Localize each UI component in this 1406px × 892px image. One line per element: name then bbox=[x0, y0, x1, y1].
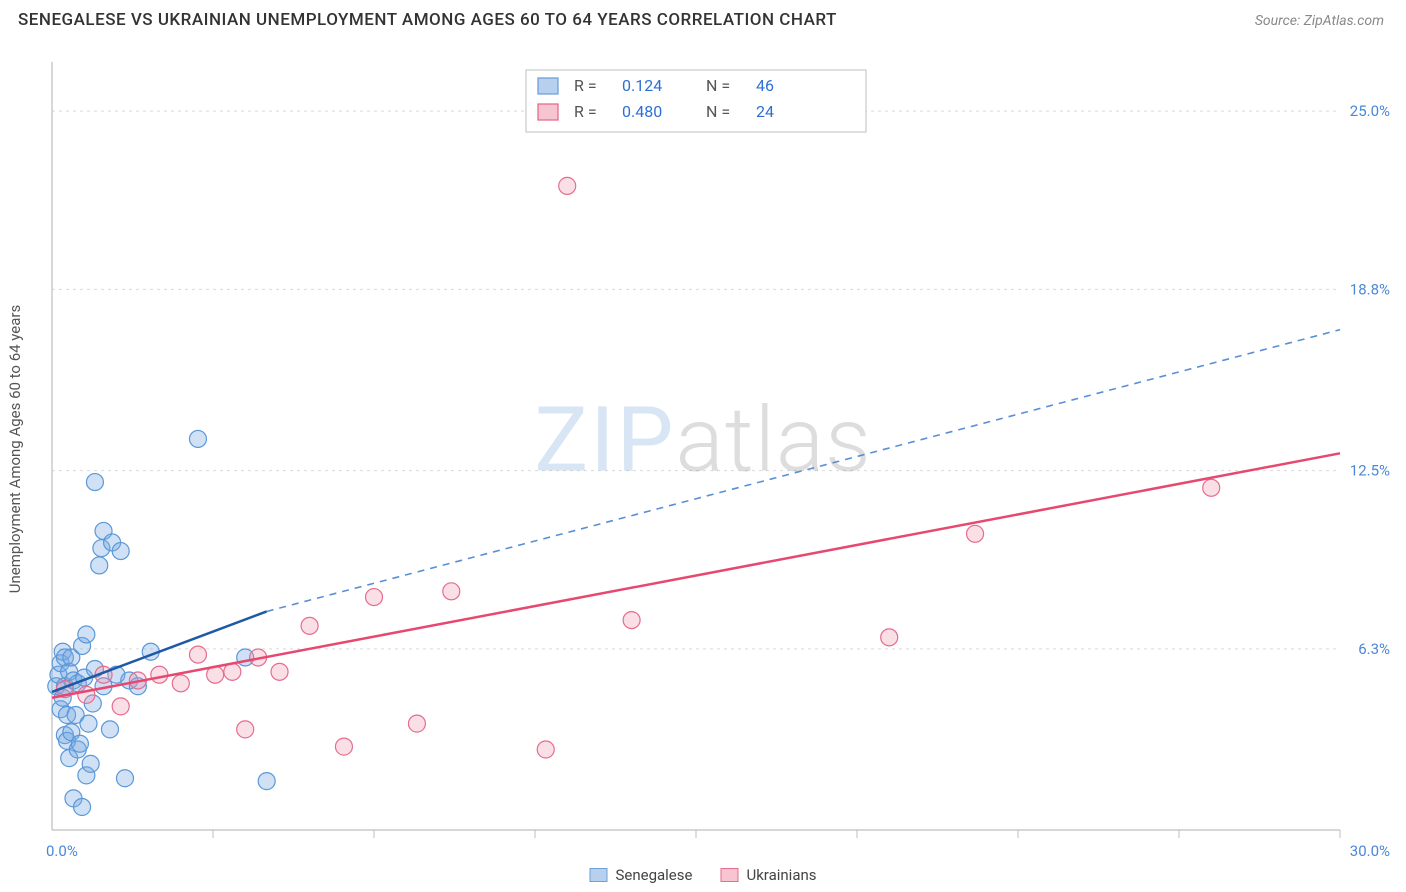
legend-label: Senegalese bbox=[615, 866, 692, 884]
legend-n-value: 24 bbox=[756, 102, 774, 121]
legend-item: Ukrainians bbox=[720, 866, 816, 884]
data-point bbox=[237, 721, 254, 738]
data-point bbox=[623, 612, 640, 629]
data-point bbox=[112, 543, 129, 560]
legend-n-label: N = bbox=[706, 102, 730, 121]
y-gridline-label: 6.3% bbox=[1358, 640, 1390, 658]
data-point bbox=[189, 646, 206, 663]
data-point bbox=[86, 474, 103, 491]
data-point bbox=[78, 626, 95, 643]
data-point bbox=[366, 589, 383, 606]
legend-r-value: 0.124 bbox=[622, 76, 662, 95]
data-point bbox=[1203, 479, 1220, 496]
data-point bbox=[271, 663, 288, 680]
data-point bbox=[91, 557, 108, 574]
x-min-label: 0.0% bbox=[46, 842, 78, 860]
data-point bbox=[537, 741, 554, 758]
legend-item: Senegalese bbox=[589, 866, 692, 884]
x-max-label: 30.0% bbox=[1350, 842, 1390, 860]
y-gridline-label: 12.5% bbox=[1350, 462, 1390, 480]
data-point bbox=[151, 666, 168, 683]
legend-r-label: R = bbox=[574, 102, 597, 121]
data-point bbox=[967, 525, 984, 542]
y-gridline-label: 25.0% bbox=[1350, 102, 1390, 120]
data-point bbox=[172, 675, 189, 692]
legend-label: Ukrainians bbox=[746, 866, 816, 884]
data-point bbox=[258, 773, 275, 790]
data-point bbox=[71, 735, 88, 752]
data-point bbox=[116, 770, 133, 787]
data-point bbox=[881, 629, 898, 646]
data-point bbox=[80, 715, 97, 732]
chart-area: 6.3% 12.5% 18.8% 25.0% 0.0% 30.0% Unemployment… bbox=[0, 40, 1406, 892]
data-point bbox=[335, 738, 352, 755]
data-point bbox=[82, 755, 99, 772]
legend-swatch bbox=[720, 868, 738, 882]
legend-swatch bbox=[538, 104, 558, 120]
data-point bbox=[74, 798, 91, 815]
source-attribution: Source: ZipAtlas.com bbox=[1255, 13, 1384, 29]
series-legend: Senegalese Ukrainians bbox=[589, 866, 816, 884]
chart-title: SENEGALESE VS UKRAINIAN UNEMPLOYMENT AMO… bbox=[18, 10, 837, 30]
y-axis-label: Unemployment Among Ages 60 to 64 years bbox=[6, 305, 24, 593]
data-point bbox=[101, 721, 118, 738]
data-point bbox=[408, 715, 425, 732]
legend-swatch bbox=[538, 78, 558, 94]
data-point bbox=[301, 617, 318, 634]
data-point bbox=[189, 430, 206, 447]
legend-r-value: 0.480 bbox=[622, 102, 662, 121]
y-gridline-label: 18.8% bbox=[1350, 280, 1390, 298]
legend-swatch bbox=[589, 868, 607, 882]
legend-n-value: 46 bbox=[756, 76, 774, 95]
data-point bbox=[443, 583, 460, 600]
data-point bbox=[559, 177, 576, 194]
data-point bbox=[112, 698, 129, 715]
correlation-scatter-chart: 6.3% 12.5% 18.8% 25.0% 0.0% 30.0% Unemployment… bbox=[0, 40, 1406, 892]
legend-r-label: R = bbox=[574, 76, 597, 95]
legend-n-label: N = bbox=[706, 76, 730, 95]
trend-line bbox=[52, 453, 1340, 697]
